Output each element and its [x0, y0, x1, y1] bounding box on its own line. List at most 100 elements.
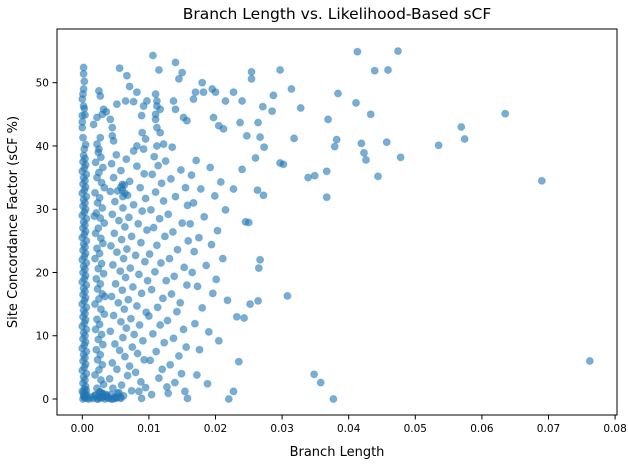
data-point	[196, 184, 205, 194]
data-point	[190, 319, 199, 328]
data-point	[208, 289, 217, 298]
data-point	[188, 268, 197, 277]
data-point	[177, 369, 186, 378]
data-point	[80, 104, 89, 113]
data-point	[123, 371, 132, 380]
data-point	[322, 193, 331, 202]
data-point	[157, 179, 166, 188]
data-point	[98, 163, 108, 172]
data-point	[136, 377, 145, 386]
x-tick-label: 0.05	[404, 423, 427, 435]
data-point	[182, 116, 191, 125]
data-point	[96, 387, 105, 397]
y-axis-label: Site Concordance Factor (sCF %)	[6, 116, 21, 328]
data-point	[187, 171, 196, 180]
data-point	[118, 203, 128, 213]
data-point	[98, 340, 108, 349]
data-point	[100, 292, 110, 301]
data-point	[316, 378, 325, 387]
data-point	[329, 394, 338, 404]
data-point	[122, 324, 131, 333]
data-point	[165, 254, 174, 263]
y-axis-ticks: 0 10 20 30 40 50	[36, 78, 57, 406]
data-point	[258, 102, 267, 111]
data-point	[183, 394, 192, 403]
data-point	[198, 303, 207, 312]
data-point	[190, 247, 199, 256]
x-tick-label: 0.06	[470, 423, 494, 435]
data-point	[97, 259, 106, 268]
data-point	[131, 368, 140, 377]
data-point	[310, 171, 319, 180]
data-point	[96, 153, 106, 162]
data-point	[107, 292, 116, 301]
data-point	[194, 233, 203, 242]
data-point	[110, 229, 119, 238]
data-point	[81, 140, 90, 149]
data-point	[122, 71, 132, 80]
data-point	[114, 216, 124, 225]
data-point	[127, 232, 136, 241]
data-point	[112, 100, 122, 109]
data-point	[229, 88, 238, 97]
data-point	[126, 314, 135, 323]
data-point	[199, 88, 208, 97]
data-point	[393, 47, 403, 56]
data-point	[173, 245, 182, 254]
x-tick-label: 0.03	[270, 423, 293, 435]
data-point	[253, 186, 262, 195]
data-point	[172, 307, 181, 316]
data-point	[111, 279, 120, 288]
data-point	[108, 260, 118, 269]
data-point	[229, 387, 238, 396]
data-point	[90, 370, 100, 380]
data-point	[110, 339, 120, 349]
data-point	[209, 113, 218, 122]
data-point	[114, 388, 124, 397]
data-point	[126, 264, 135, 273]
data-point	[182, 281, 191, 290]
data-point	[279, 160, 288, 169]
data-point	[93, 284, 102, 293]
data-point	[156, 320, 165, 330]
data-point	[118, 286, 127, 295]
data-point	[100, 219, 109, 228]
data-point	[322, 167, 331, 176]
data-point	[216, 177, 225, 187]
y-tick-label: 30	[36, 204, 49, 216]
data-point	[180, 263, 189, 272]
data-point	[164, 389, 173, 398]
data-point	[254, 264, 263, 273]
data-point	[129, 200, 138, 209]
data-point	[107, 159, 116, 168]
data-point	[112, 248, 122, 257]
data-point	[109, 136, 118, 145]
data-point	[146, 356, 155, 365]
data-point	[585, 356, 594, 366]
data-point	[125, 82, 134, 91]
data-point	[353, 47, 362, 56]
data-point	[184, 236, 193, 245]
data-point	[90, 300, 100, 309]
data-point	[131, 251, 140, 260]
data-point	[191, 88, 200, 97]
data-point	[171, 58, 180, 67]
data-point	[108, 123, 117, 132]
data-point	[134, 387, 143, 396]
data-point	[94, 264, 103, 273]
data-point	[383, 65, 393, 75]
data-point	[152, 347, 161, 356]
data-point	[259, 191, 268, 200]
data-point	[116, 317, 126, 326]
data-point	[158, 365, 167, 374]
data-point	[189, 95, 198, 104]
scatter-points-layer	[78, 47, 594, 404]
data-point	[154, 161, 163, 170]
data-point	[129, 146, 138, 156]
data-point	[232, 312, 241, 321]
data-point	[198, 78, 207, 87]
data-point	[118, 333, 128, 342]
data-point	[138, 207, 147, 216]
data-point	[161, 157, 170, 166]
